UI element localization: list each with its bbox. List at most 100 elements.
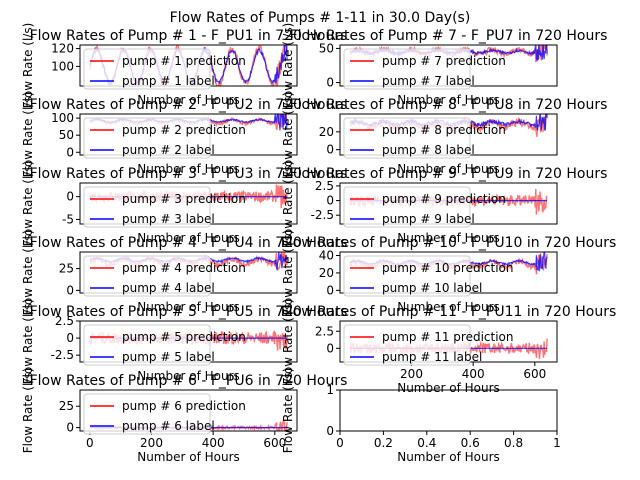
y-tick-label: 0 [326,283,334,297]
legend-entry: pump # 4 prediction [122,261,246,275]
y-tick-label: 2.5 [55,314,74,328]
legend-entry: pump # 3 label [122,212,215,226]
y-tick-label: -2.5 [51,348,74,362]
x-axis-label: Number of Hours [397,381,500,395]
legend-box [343,186,471,228]
subplot-11: 0 2.5 200 400 600 Flow Rates of Pump # 11 - F… [281,299,617,395]
x-tick-label: 400 [462,367,485,381]
legend-box [343,324,471,366]
y-tick-label: 20 [319,125,334,139]
y-axis-label: Flow Rate (l/s) [281,23,295,109]
x-axis-label: Number of Hours [137,231,240,245]
y-tick-label: 0 [66,421,74,435]
legend-entry: pump # 4 label [122,281,215,295]
y-axis-label: Flow Rate (l/s) [281,92,295,178]
x-axis-label: Number of Hours [137,162,240,176]
x-axis-label: Number of Hours [397,162,500,176]
y-axis-label: Flow Rate (l/s) [281,161,295,247]
y-axis-label: Flow Rate (l/s) [21,368,35,454]
y-tick-label: 40 [319,248,334,262]
y-tick-label: -5 [62,212,74,226]
legend-entry: pump # 3 prediction [122,192,246,206]
legend-entry: pump # 6 label [122,419,215,433]
subplot-title: Flow Rates of Pump # 8 - F_PU8 in 720 Ho… [290,97,608,113]
y-tick-label: 0 [66,331,74,345]
subplot-title: Flow Rates of Pump # 6 - F_PU6 in 720 Ho… [30,373,348,389]
y-axis-label: Flow Rate (l/s) [21,299,35,385]
legend-box [83,186,211,228]
y-axis-label: Flow Rate (l/s) [21,230,35,316]
y-tick-label: 2.5 [315,324,334,338]
x-axis-label: Number of Hours [137,369,240,383]
legend-entry: pump # 6 prediction [122,399,246,413]
legend: pump # 8 prediction pump # 8 label [343,117,506,159]
subplot-title: Flow Rates of Pump # 7 - F_PU7 in 720 Ho… [290,28,608,44]
legend-box [83,255,211,297]
y-axis-label: Flow Rate (l/s) [21,23,35,109]
y-tick-label: 0 [326,143,334,157]
legend-entry: pump # 9 prediction [382,192,506,206]
legend: pump # 4 prediction pump # 4 label [83,255,246,297]
legend: pump # 10 prediction pump # 10 label [343,255,514,297]
x-tick-label: 400 [202,436,225,450]
subplot-title: Flow Rates of Pump # 4 - F_PU4 in 720 Ho… [30,235,348,251]
legend-entry: pump # 8 label [382,143,475,157]
legend: pump # 11 prediction pump # 11 label [343,324,514,366]
y-tick-label: 25 [59,399,74,413]
x-tick-label: 600 [523,367,546,381]
x-tick-label: 0.2 [374,436,393,450]
y-tick-label: 0 [326,76,334,90]
x-tick-label: 200 [400,367,423,381]
y-tick-label: 2.5 [315,179,334,193]
y-tick-label: 25 [59,262,74,276]
legend-entry: pump # 8 prediction [382,123,506,137]
x-axis-label: Number of Hours [397,93,500,107]
y-axis-label: Flow Rate (l/s) [281,299,295,385]
y-tick-label: 100 [51,111,74,125]
legend-entry: pump # 2 prediction [122,123,246,137]
subplot-title: Flow Rates of Pump # 3 - F_PU3 in 720 Ho… [30,166,348,182]
legend-box [83,48,211,90]
subplot-title: Flow Rates of Pump # 1 - F_PU1 in 720 Ho… [30,28,348,44]
y-tick-label: 1 [326,383,334,397]
x-tick-label: 0.6 [461,436,480,450]
legend-entry: pump # 5 prediction [122,330,246,344]
legend-entry: pump # 11 prediction [382,330,514,344]
subplot-8: 0 20 Flow Rates of Pump # 8 - F_PU8 in 720… [281,92,607,178]
legend-box [83,393,211,435]
x-tick-label: 0 [86,436,94,450]
x-tick-label: 0.8 [504,436,523,450]
x-axis-label: Number of Hours [397,450,500,464]
subplot-title: Flow Rates of Pump # 11 - F_PU11 in 720 … [281,304,617,320]
y-axis-label: Flow Rate (l/s) [281,230,295,316]
legend-entry: pump # 7 prediction [382,54,506,68]
y-tick-label: 20 [319,266,334,280]
x-axis-label: Number of Hours [137,300,240,314]
legend-entry: pump # 9 label [382,212,475,226]
x-axis-label: Number of Hours [397,300,500,314]
x-axis-label: Number of Hours [137,93,240,107]
legend-entry: pump # 11 label [382,350,482,364]
legend: pump # 6 prediction pump # 6 label [83,393,246,435]
x-tick-label: 0 [336,436,344,450]
y-axis-label: Flow Rate (l/s) [21,161,35,247]
y-tick-label: 120 [51,42,74,56]
axes-frame [339,389,558,432]
legend-entry: pump # 1 label [122,74,215,88]
y-tick-label: 0 [66,283,74,297]
legend-entry: pump # 10 prediction [382,261,514,275]
legend: pump # 7 prediction pump # 7 label [343,48,506,90]
legend-entry: pump # 5 label [122,350,215,364]
legend: pump # 1 prediction pump # 1 label [83,48,246,90]
x-tick-label: 200 [140,436,163,450]
y-axis-label: Flow Rate (l/s) [21,92,35,178]
legend-box [83,117,211,159]
legend: pump # 2 prediction pump # 2 label [83,117,246,159]
